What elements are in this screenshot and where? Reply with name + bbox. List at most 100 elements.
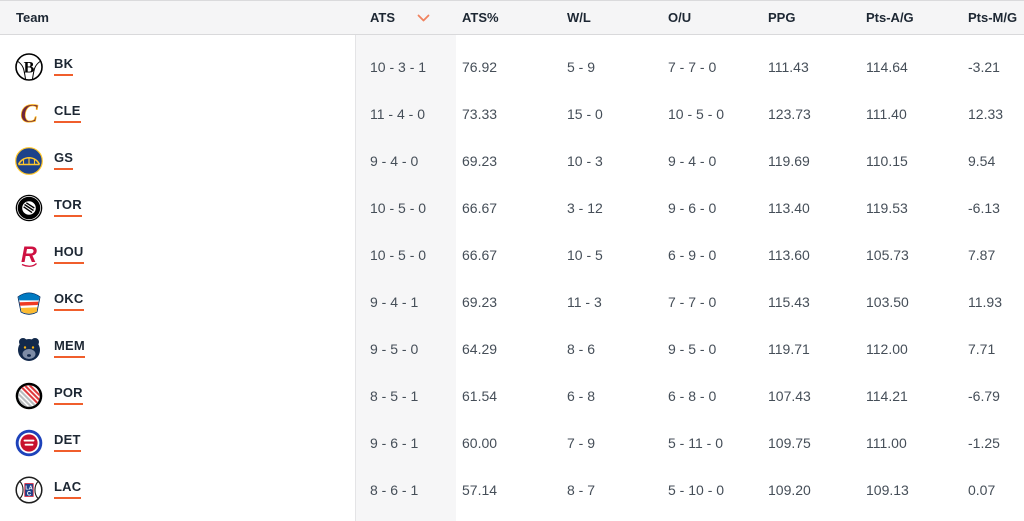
team-cell: OKC — [0, 287, 356, 317]
ats-value: 8 - 6 - 1 — [370, 481, 419, 498]
ppg-value: 123.73 — [768, 105, 811, 122]
ats-pct-value: 66.67 — [462, 199, 498, 216]
bk-nets-logo-icon: B — [14, 52, 44, 82]
hou-rockets-logo-icon: R — [14, 240, 44, 270]
wl-value: 8 - 6 — [567, 340, 596, 357]
ou-value: 5 - 11 - 0 — [668, 434, 723, 451]
team-link-gs[interactable]: GS — [54, 151, 74, 170]
ppg-value: 113.60 — [768, 246, 810, 263]
team-link-lac[interactable]: LAC — [54, 480, 82, 499]
table-row-mem: MEM 9 - 5 - 0 64.29 8 - 6 9 - 5 - 0 119.… — [0, 325, 1024, 372]
pts-mg-value: 11.93 — [968, 293, 1002, 310]
column-header-ats-pct[interactable]: ATS% — [462, 10, 499, 25]
sorted-column-highlight — [356, 34, 456, 521]
por-blazers-logo-icon — [14, 381, 44, 411]
ppg-value: 119.69 — [768, 152, 810, 169]
table-row-hou: R HOU 10 - 5 - 0 66.67 10 - 5 6 - 9 - 0 … — [0, 231, 1024, 278]
pts-ag-value: 103.50 — [866, 293, 909, 310]
ppg-value: 115.43 — [768, 293, 810, 310]
ppg-value: 109.75 — [768, 434, 811, 451]
table-row-tor: TOR 10 - 5 - 0 66.67 3 - 12 9 - 6 - 0 11… — [0, 184, 1024, 231]
team-link-cle[interactable]: CLE — [54, 104, 81, 123]
team-link-hou[interactable]: HOU — [54, 245, 84, 264]
tor-raptors-logo-icon — [14, 193, 44, 223]
team-cell: MEM — [0, 334, 356, 364]
pts-mg-value: 12.33 — [968, 105, 1004, 122]
ou-value: 7 - 7 - 0 — [668, 58, 717, 75]
table-row-cle: C CLE 11 - 4 - 0 73.33 15 - 0 10 - 5 - 0… — [0, 90, 1024, 137]
table-row-okc: OKC 9 - 4 - 1 69.23 11 - 3 7 - 7 - 0 115… — [0, 278, 1024, 325]
ats-value: 10 - 5 - 0 — [370, 199, 427, 216]
column-header-ats-label: ATS — [370, 10, 396, 25]
team-link-por[interactable]: POR — [54, 386, 83, 405]
ou-value: 6 - 8 - 0 — [668, 387, 717, 404]
table-row-bk: B BK 10 - 3 - 1 76.92 5 - 9 7 - 7 - 0 11… — [0, 43, 1024, 90]
ats-value: 10 - 5 - 0 — [370, 246, 427, 263]
pts-mg-value: 0.07 — [968, 481, 996, 498]
team-link-tor[interactable]: TOR — [54, 198, 82, 217]
pts-ag-value: 112.00 — [866, 340, 908, 357]
team-link-det[interactable]: DET — [54, 433, 81, 452]
ats-value: 9 - 4 - 1 — [370, 293, 419, 310]
ats-pct-value: 66.67 — [462, 246, 498, 263]
pts-ag-value: 111.40 — [866, 105, 907, 122]
pts-mg-value: 9.54 — [968, 152, 996, 169]
ats-pct-value: 69.23 — [462, 152, 498, 169]
column-header-ats[interactable]: ATS — [356, 9, 456, 26]
gs-warriors-logo-icon — [14, 146, 44, 176]
pts-ag-value: 110.15 — [866, 152, 908, 169]
column-header-ou[interactable]: O/U — [668, 10, 692, 25]
table-row-lac: LA C LAC 8 - 6 - 1 57.14 8 - 7 5 - 10 - … — [0, 466, 1024, 513]
ats-pct-value: 60.00 — [462, 434, 498, 451]
ats-value: 11 - 4 - 0 — [370, 105, 425, 122]
pts-mg-value: -6.79 — [968, 387, 1000, 404]
ats-value: 8 - 5 - 1 — [370, 387, 419, 404]
table-row-det: DET 9 - 6 - 1 60.00 7 - 9 5 - 11 - 0 109… — [0, 419, 1024, 466]
team-cell: GS — [0, 146, 356, 176]
pts-ag-value: 105.73 — [866, 246, 909, 263]
team-cell: B BK — [0, 52, 356, 82]
ou-value: 9 - 6 - 0 — [668, 199, 717, 216]
ats-pct-value: 69.23 — [462, 293, 498, 310]
wl-value: 7 - 9 — [567, 434, 596, 451]
det-pistons-logo-icon — [14, 428, 44, 458]
pts-mg-value: -1.25 — [968, 434, 1000, 451]
mem-grizzlies-logo-icon — [14, 334, 44, 364]
ats-value: 9 - 5 - 0 — [370, 340, 419, 357]
wl-value: 11 - 3 — [567, 293, 602, 310]
ou-value: 5 - 10 - 0 — [668, 481, 725, 498]
ppg-value: 107.43 — [768, 387, 811, 404]
ou-value: 6 - 9 - 0 — [668, 246, 717, 263]
pts-mg-value: -3.21 — [968, 58, 1000, 75]
column-header-ppg[interactable]: PPG — [768, 10, 796, 25]
column-header-pts-ag[interactable]: Pts-A/G — [866, 10, 914, 25]
team-link-mem[interactable]: MEM — [54, 339, 85, 358]
table-row-por: POR 8 - 5 - 1 61.54 6 - 8 6 - 8 - 0 107.… — [0, 372, 1024, 419]
ou-value: 7 - 7 - 0 — [668, 293, 717, 310]
ats-pct-value: 64.29 — [462, 340, 498, 357]
column-header-team[interactable]: Team — [16, 10, 49, 25]
team-cell: DET — [0, 428, 356, 458]
ou-value: 9 - 5 - 0 — [668, 340, 717, 357]
ats-value: 9 - 6 - 1 — [370, 434, 419, 451]
team-cell: TOR — [0, 193, 356, 223]
ats-value: 10 - 3 - 1 — [370, 58, 427, 75]
column-header-wl[interactable]: W/L — [567, 10, 591, 25]
column-divider — [355, 1, 356, 521]
sort-chevron-down-icon[interactable] — [415, 10, 432, 26]
pts-mg-value: 7.87 — [968, 246, 996, 263]
ppg-value: 113.40 — [768, 199, 810, 216]
table-body: B BK 10 - 3 - 1 76.92 5 - 9 7 - 7 - 0 11… — [0, 35, 1024, 513]
team-link-okc[interactable]: OKC — [54, 292, 84, 311]
pts-ag-value: 109.13 — [866, 481, 909, 498]
team-cell: LA C LAC — [0, 475, 356, 505]
okc-thunder-logo-icon — [14, 287, 44, 317]
lac-clippers-logo-icon: LA C — [14, 475, 44, 505]
table-header-row: Team ATS ATS% W/L O/U PPG Pts-A/G Pts-M/… — [0, 1, 1024, 35]
team-link-bk[interactable]: BK — [54, 57, 74, 76]
column-header-pts-mg[interactable]: Pts-M/G — [968, 10, 1018, 25]
pts-ag-value: 111.00 — [866, 434, 907, 451]
wl-value: 10 - 5 — [567, 246, 603, 263]
cle-cavaliers-logo-icon: C — [14, 99, 44, 129]
